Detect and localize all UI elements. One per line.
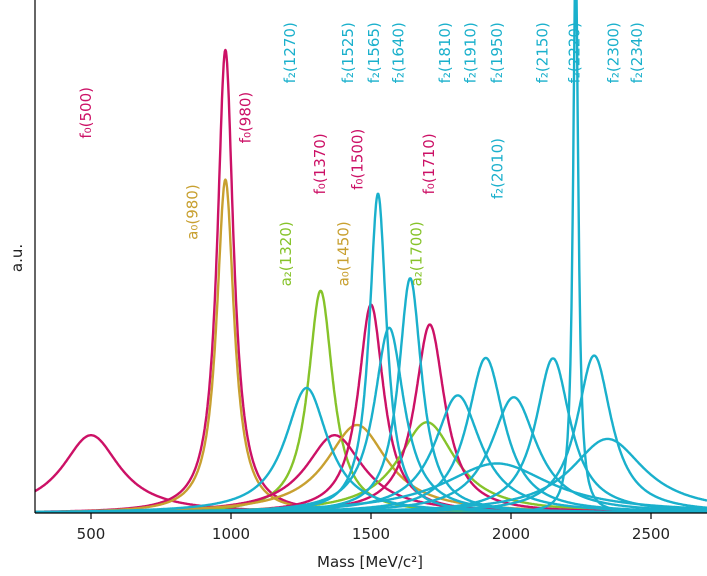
resonance-label-7: a₂(1700) xyxy=(407,221,425,286)
resonance-label-15: f₂(1950) xyxy=(488,22,506,83)
resonance-label-10: f₂(1525) xyxy=(339,22,357,83)
resonance-label-0: f₀(500) xyxy=(77,87,95,139)
x-axis-ticks: 500 1000 1500 2000 2500 xyxy=(77,513,670,543)
resonance-labels: f₀(500) a₀(980) f₀(980) a₂(1320) f₀(1370) a₀(… xyxy=(77,22,646,286)
y-axis-title: a.u. xyxy=(8,244,26,272)
resonance-label-8: f₀(1710) xyxy=(420,133,438,194)
resonance-label-1: a₀(980) xyxy=(183,184,201,240)
resonance-label-14: f₂(1910) xyxy=(462,22,480,83)
x-tick-label-4: 2500 xyxy=(632,525,670,543)
resonance-label-12: f₂(1640) xyxy=(390,22,408,83)
resonance-label-18: f₂(2220) xyxy=(566,22,584,83)
x-tick-label-2: 1500 xyxy=(352,525,390,543)
x-tick-label-0: 500 xyxy=(77,525,106,543)
x-tick-label-3: 2000 xyxy=(492,525,530,543)
series-line-2 xyxy=(35,178,707,513)
resonance-label-9: f₂(1270) xyxy=(281,22,299,83)
resonance-label-13: f₂(1810) xyxy=(436,22,454,83)
series-line-20 xyxy=(35,437,707,513)
resonance-label-4: f₀(1370) xyxy=(311,133,329,194)
resonance-label-19: f₂(2300) xyxy=(605,22,623,83)
x-tick-label-1: 1000 xyxy=(212,525,250,543)
resonance-label-16: f₂(2010) xyxy=(489,138,507,199)
resonance-label-6: f₀(1500) xyxy=(349,129,367,190)
x-axis-title: Mass [MeV/c²] xyxy=(317,553,423,571)
series-line-3 xyxy=(35,289,707,513)
series-line-10 xyxy=(35,192,707,513)
resonance-label-20: f₂(2340) xyxy=(628,22,646,83)
series-line-6 xyxy=(35,303,707,513)
resonance-label-3: a₂(1320) xyxy=(277,221,295,286)
resonance-label-5: a₀(1450) xyxy=(335,221,353,286)
resonance-label-11: f₂(1565) xyxy=(365,22,383,83)
resonance-label-17: f₂(2150) xyxy=(533,22,551,83)
resonance-label-2: f₀(980) xyxy=(237,92,255,144)
